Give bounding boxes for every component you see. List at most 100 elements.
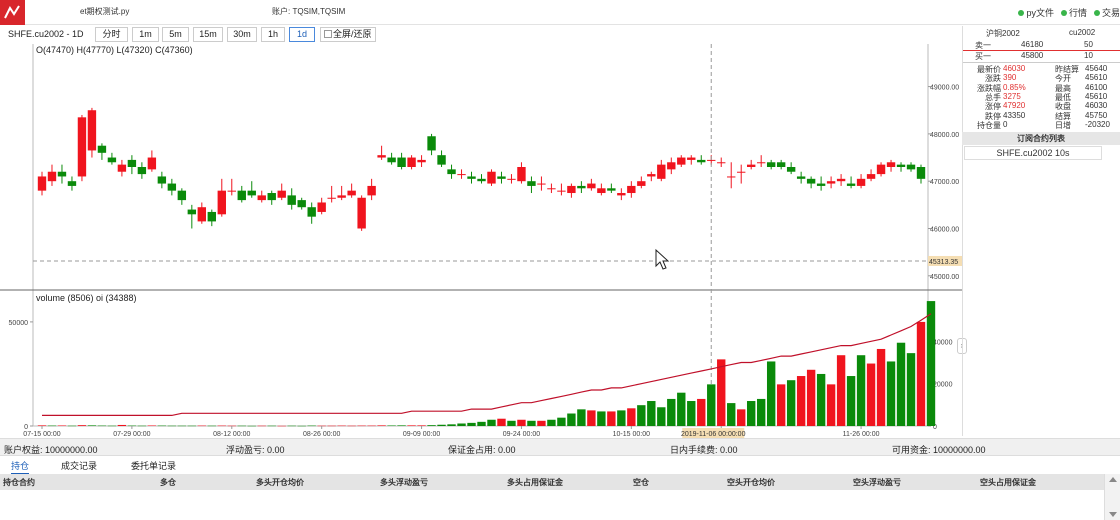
volume-bar [667, 398, 676, 426]
volume-bar [317, 425, 326, 427]
quote-stat-value: 46030 [1085, 101, 1108, 111]
candle-body [447, 169, 456, 175]
instrument-name: 沪铜2002 [986, 29, 1020, 38]
quote-stat-value: 43350 [1003, 110, 1026, 120]
period-tick-button[interactable]: 分时 [95, 27, 128, 42]
candle-body [107, 157, 117, 163]
quote-stat-label: 跌停 [985, 111, 1001, 121]
quote-indicator[interactable]: 行情 [1060, 6, 1087, 19]
volume-bar [816, 373, 826, 426]
volume-bar [417, 425, 426, 426]
volume-bar [427, 425, 436, 426]
status-indicators: py文件 行情 交易 [1018, 6, 1120, 19]
tab-trades[interactable]: 成交记录 [61, 461, 98, 471]
period-1d-button[interactable]: 1d [289, 27, 315, 42]
account-equity: 账户权益: 10000000.00 [4, 445, 98, 455]
period-30m-button[interactable]: 30m [227, 27, 257, 42]
column-header[interactable]: 多头占用保证金 [507, 478, 563, 487]
volume-bar [806, 369, 816, 426]
volume-bar [67, 425, 77, 427]
scroll-up-icon[interactable] [1109, 477, 1117, 482]
candle-body [427, 136, 436, 151]
volume-bar [717, 359, 726, 426]
volume-bar [207, 425, 216, 427]
fullscreen-toggle[interactable]: 全屏/还原 [320, 27, 376, 42]
volume-bar [886, 361, 896, 426]
volume-bar [37, 425, 47, 426]
volume-bar [137, 425, 147, 427]
candle-body [247, 190, 256, 196]
volume-bar [327, 425, 336, 427]
volume-bar [97, 425, 107, 427]
candle-body [527, 181, 536, 186]
period-15m-button[interactable]: 15m [193, 27, 223, 42]
candle-body [67, 181, 77, 186]
column-header[interactable]: 持仓合约 [3, 478, 35, 487]
volume-bar [497, 418, 506, 426]
candle-body [846, 183, 856, 186]
x-tick-label: 11-26 00:00 [843, 431, 880, 438]
candle-body [876, 164, 886, 175]
candle-body [806, 178, 816, 184]
column-header[interactable]: 空头开仓均价 [727, 478, 775, 487]
quote-stat-value: 47920 [1003, 101, 1026, 111]
scroll-down-icon[interactable] [1109, 512, 1117, 517]
candle-body [157, 176, 167, 184]
quote-stat-value: 0.85% [1003, 82, 1026, 92]
oi-tick-label: 0 [933, 424, 937, 431]
volume-bar [527, 420, 536, 426]
candle-body [737, 171, 746, 173]
candle-body [477, 178, 486, 182]
x-tick-label: 08-26 00:00 [303, 431, 340, 438]
candle-body [577, 185, 586, 189]
candlestick-chart[interactable]: 49000.00 48000.00 47000.00 46000.00 45000.00… [0, 44, 962, 438]
period-1h-button[interactable]: 1h [261, 27, 285, 42]
volume-bar [177, 425, 187, 427]
volume-bar [47, 425, 57, 427]
candle-body [387, 157, 396, 163]
quote-stat-label: 最新价 [977, 65, 1001, 74]
volume-bar [107, 425, 117, 427]
status-dot-icon [1018, 10, 1025, 16]
column-header[interactable]: 空头占用保证金 [980, 478, 1036, 487]
volume-bar [227, 425, 236, 427]
candle-body [816, 183, 826, 186]
x-tick-label: 07-15 00:00 [23, 431, 60, 438]
period-1m-button[interactable]: 1m [132, 27, 159, 42]
quote-stat-label: 今开 [1055, 74, 1071, 84]
candle-body [507, 178, 516, 180]
column-header[interactable]: 多头开仓均价 [256, 478, 304, 487]
subscription-item[interactable]: SHFE.cu2002 10s [964, 146, 1102, 160]
price-tick-label: 47000.00 [930, 179, 959, 186]
tab-positions[interactable]: 持仓 [11, 459, 30, 475]
tab-orders[interactable]: 委托单记录 [131, 461, 177, 471]
quote-stat-label: 最高 [1055, 83, 1071, 93]
quote-stat-label: 结算 [1055, 111, 1071, 121]
column-header[interactable]: 空头浮动盈亏 [853, 478, 901, 487]
volume-bar [247, 425, 256, 427]
table-scrollbar[interactable] [1104, 474, 1120, 520]
volume-bar [597, 411, 606, 426]
period-5m-button[interactable]: 5m [162, 27, 189, 42]
volume-bar [277, 425, 286, 427]
price-tick-label: 45000.00 [930, 274, 959, 281]
quote-stat-label: 昨结算 [1055, 65, 1079, 74]
candle-body [906, 164, 916, 170]
records-tabs: 持仓 成交记录 委托单记录 [0, 457, 1120, 475]
candle-body [417, 159, 426, 163]
volume-bar [437, 424, 446, 426]
candle-body [207, 211, 216, 222]
candle-body [197, 207, 207, 222]
quote-stat-value: 45610 [1085, 73, 1108, 83]
candle-body [756, 162, 766, 164]
candle-body [657, 164, 666, 179]
trade-indicator[interactable]: 交易 [1093, 6, 1120, 19]
candle-body [237, 190, 246, 201]
quote-stat-value: 45750 [1085, 110, 1108, 120]
volume-bar [517, 419, 526, 426]
column-header[interactable]: 多头浮动盈亏 [380, 478, 428, 487]
column-header[interactable]: 多仓 [160, 478, 176, 487]
crosshair-date-tag [682, 428, 745, 438]
column-header[interactable]: 空仓 [633, 478, 649, 487]
py-file-indicator[interactable]: py文件 [1018, 6, 1054, 19]
